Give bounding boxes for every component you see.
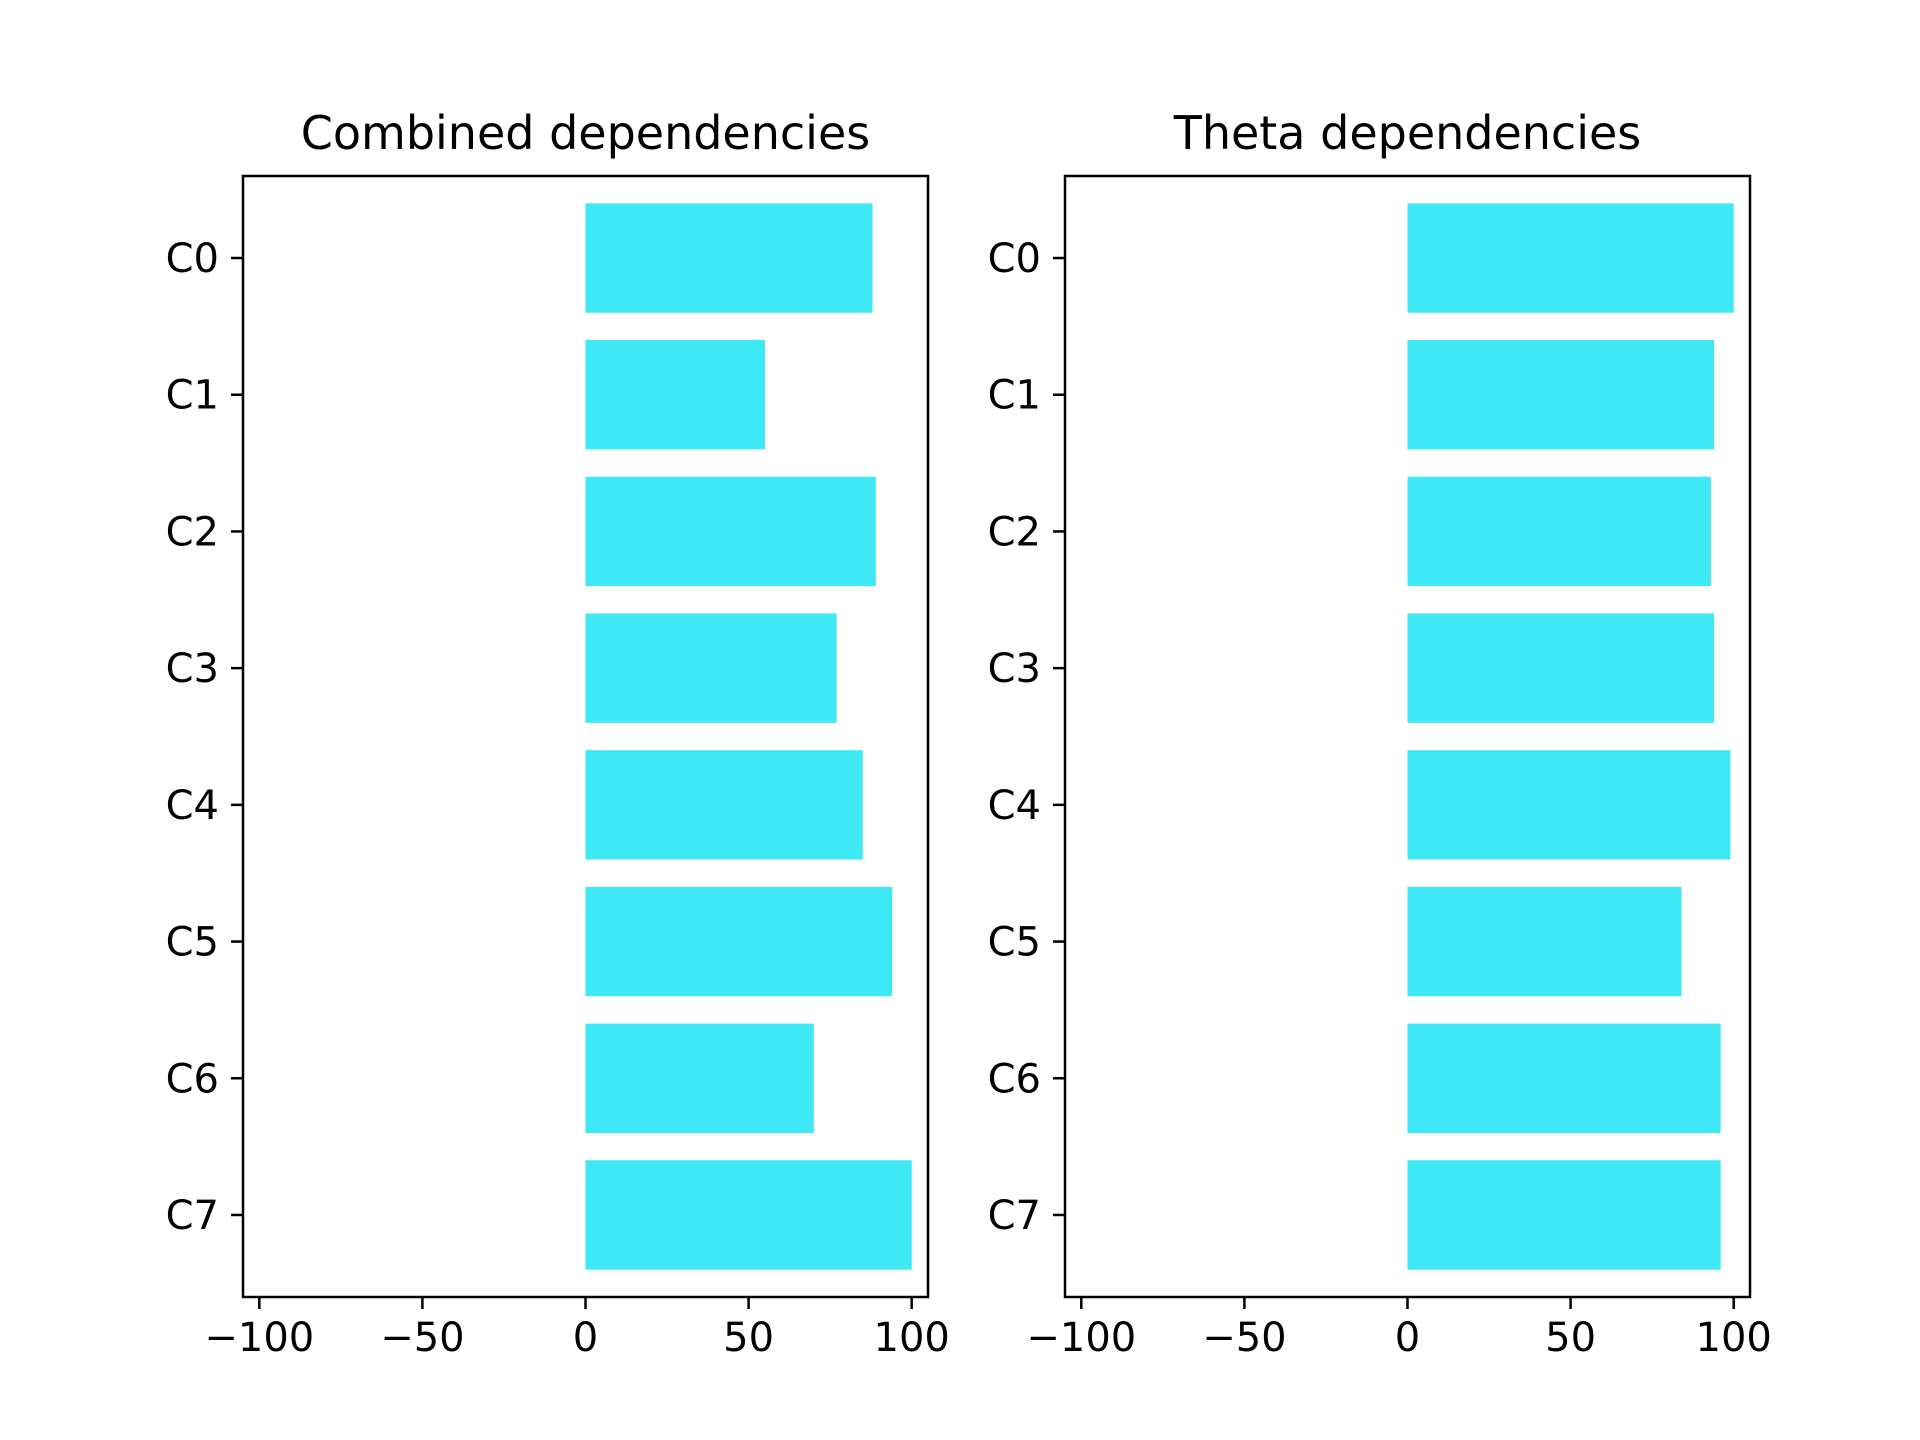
x-tick-label: −50 [1202,1315,1286,1361]
y-tick-label: C1 [166,373,219,419]
x-tick-label: 0 [573,1315,598,1361]
y-tick-label: C7 [988,1193,1041,1239]
bar-c6 [1407,1023,1721,1133]
bar-c0 [1407,203,1734,313]
y-tick-label: C5 [988,920,1041,966]
chart-theta-dependencies: Theta dependencies C0 C1 C2 C3 C4 C5 C6 C7 −100 −… [988,106,1772,1361]
chart-combined-dependencies: Combined dependencies C0 C1 C2 C3 C4 C5 C6 C7 −1… [166,106,950,1361]
bar-c2 [1407,476,1711,587]
bar-c6 [585,1023,814,1133]
x-tick-label: 100 [874,1315,950,1361]
bar-c4 [585,750,863,860]
bar-c4 [1407,750,1731,860]
y-tick-label: C1 [988,373,1041,419]
x-tick-label: 50 [723,1315,774,1361]
x-tick-label: 0 [1395,1315,1420,1361]
x-tick-label: −50 [380,1315,464,1361]
bar-c2 [585,476,876,587]
y-tick-label: C3 [988,646,1041,692]
y-tick-label: C4 [988,783,1041,829]
x-tick-label: −100 [204,1315,314,1361]
y-tick-label: C2 [166,509,219,555]
y-tick-label: C6 [166,1056,219,1102]
chart-title: Combined dependencies [301,106,870,160]
bar-c3 [585,613,837,723]
y-tick-label: C2 [988,509,1041,555]
bar-c1 [1407,340,1715,450]
x-tick-label: 50 [1545,1315,1596,1361]
bar-c7 [585,1160,912,1270]
y-tick-label: C0 [988,236,1041,282]
bar-c0 [585,203,873,313]
bar-c3 [1407,613,1715,723]
x-tick-label: 100 [1696,1315,1772,1361]
y-tick-label: C6 [988,1056,1041,1102]
y-tick-label: C0 [166,236,219,282]
bar-c7 [1407,1160,1721,1270]
y-tick-label: C7 [166,1193,219,1239]
bar-c1 [585,340,765,450]
chart-title: Theta dependencies [1173,106,1642,160]
x-tick-label: −100 [1026,1315,1136,1361]
y-tick-label: C4 [166,783,219,829]
bar-c5 [585,886,893,997]
y-tick-label: C5 [166,920,219,966]
y-tick-label: C3 [166,646,219,692]
bar-c5 [1407,886,1682,997]
